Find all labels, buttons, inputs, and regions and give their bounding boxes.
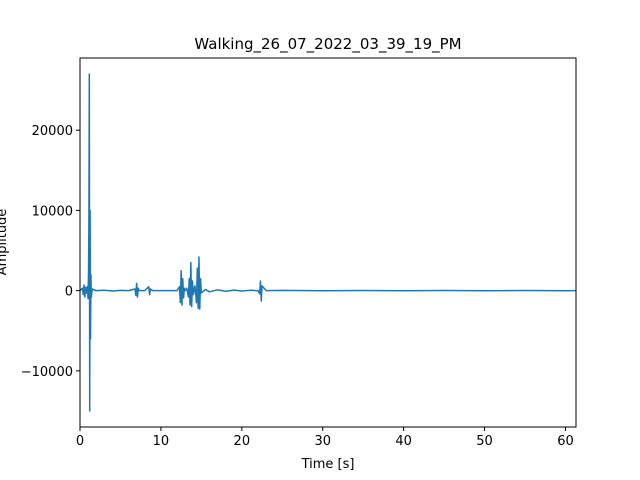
x-tick-label: 50 <box>476 434 493 449</box>
y-axis-title: Amplitude <box>0 209 10 276</box>
y-tick-label: 10000 <box>32 204 73 219</box>
x-tick-label: 10 <box>153 434 170 449</box>
x-axis-title: Time [s] <box>301 457 355 472</box>
y-tick-label: 20000 <box>32 124 73 139</box>
x-tick-label: 60 <box>557 434 574 449</box>
plot-frame <box>79 57 577 428</box>
x-tick-label: 40 <box>395 434 412 449</box>
x-axis-ticks: 0 10 20 30 40 50 60 <box>76 427 574 449</box>
x-tick-label: 20 <box>234 434 251 449</box>
chart-title: Walking_26_07_2022_03_39_19_PM <box>194 35 461 54</box>
x-tick-label: 0 <box>76 434 84 449</box>
y-axis-ticks: −10000 0 10000 20000 <box>21 124 80 380</box>
plot-area <box>79 73 577 412</box>
x-tick-label: 30 <box>314 434 331 449</box>
series-line-0 <box>79 73 577 412</box>
y-tick-label: −10000 <box>21 365 73 380</box>
y-tick-label: 0 <box>65 285 73 300</box>
